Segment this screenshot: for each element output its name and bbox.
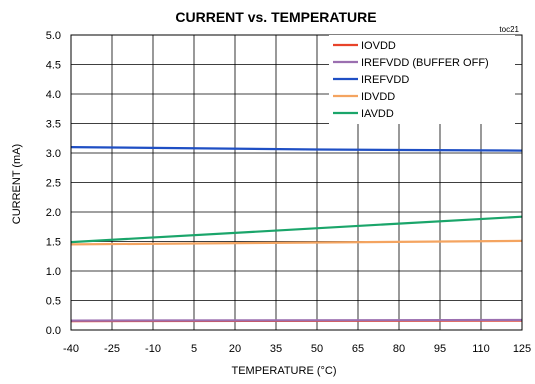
plot-frame: [70, 34, 523, 331]
y-tick-label: 2.0: [46, 207, 61, 219]
y-tick-label: 1.5: [46, 237, 61, 249]
chart-title: CURRENT vs. TEMPERATURE: [175, 9, 376, 25]
y-tick-label: 4.5: [46, 60, 61, 72]
legend-background: [329, 35, 515, 124]
y-tick-label: 0.5: [46, 296, 61, 308]
y-axis-label: CURRENT (mA): [11, 144, 23, 224]
legend-label: IOVDD: [361, 40, 396, 52]
y-tick-label: 5.0: [46, 30, 61, 42]
series-line-irefvdd: [70, 146, 523, 152]
y-tick-label: 0.0: [46, 325, 61, 337]
x-tick-label: 110: [472, 343, 490, 355]
x-tick-label: -40: [63, 343, 79, 355]
y-tick-label: 3.5: [46, 119, 61, 131]
series-line-idvdd: [70, 239, 523, 246]
legend-label: IREFVDD (BUFFER OFF): [361, 57, 489, 69]
x-tick-label: 80: [393, 343, 405, 355]
series-line-irefvdd-buffer-off: [70, 318, 523, 322]
x-tick-label: 95: [434, 343, 446, 355]
x-tick-labels: -40 -25 -10 5 20 35 50 65 80 95 110 125: [63, 343, 531, 355]
series-line-iavdd: [70, 215, 523, 244]
series-layer: [70, 146, 523, 323]
y-tick-label: 1.0: [46, 266, 61, 278]
x-axis-label: TEMPERATURE (°C): [231, 365, 336, 377]
legend-label: IAVDD: [361, 108, 394, 120]
figure-tag: toc21: [499, 25, 519, 34]
legend: IOVDD IREFVDD (BUFFER OFF) IREFVDD IDVDD IAV…: [329, 35, 515, 124]
legend-label: IREFVDD: [361, 74, 409, 86]
x-tick-label: 125: [513, 343, 531, 355]
y-tick-label: 4.0: [46, 89, 61, 101]
x-tick-label: 65: [352, 343, 364, 355]
x-tick-label: 35: [270, 343, 282, 355]
x-tick-label: 50: [311, 343, 323, 355]
x-tick-label: -25: [104, 343, 120, 355]
y-tick-labels: 0.0 0.5 1.0 1.5 2.0 2.5 3.0 3.5 4.0 4.5 5.0: [46, 30, 61, 337]
y-tick-label: 2.5: [46, 178, 61, 190]
x-tick-label: 5: [191, 343, 197, 355]
x-tick-label: 20: [229, 343, 241, 355]
x-tick-label: -10: [145, 343, 161, 355]
y-tick-label: 3.0: [46, 148, 61, 160]
legend-label: IDVDD: [361, 91, 395, 103]
